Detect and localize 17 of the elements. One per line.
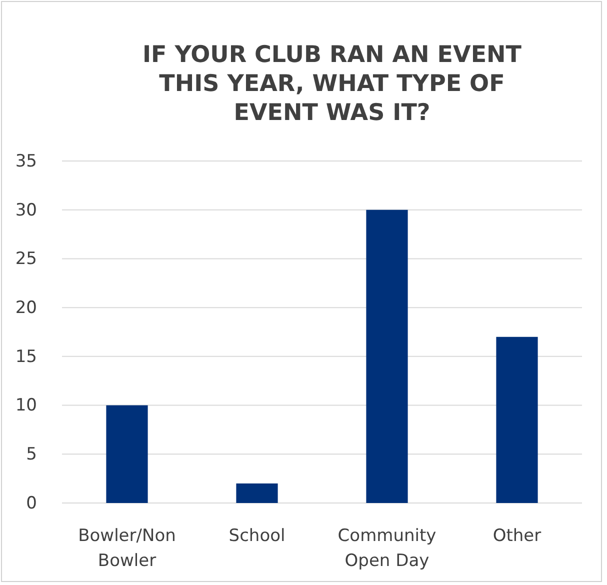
y-tick-label: 10 [15, 396, 37, 416]
y-tick-label: 25 [15, 249, 37, 270]
y-tick-label: 15 [15, 346, 37, 367]
chart-title: IF YOUR CLUB RAN AN EVENT THIS YEAR, WHAT TYPE OF EVENT WAS IT? [142, 42, 522, 126]
bar [496, 336, 538, 503]
x-tick-label: Community Open Day [338, 526, 436, 571]
bar [236, 483, 278, 503]
bar [106, 405, 148, 503]
x-tick-label: Other [492, 526, 542, 546]
y-tick-label: 5 [26, 444, 37, 465]
bar [366, 210, 408, 503]
x-tick-label: School [228, 526, 286, 546]
y-tick-label: 30 [15, 200, 37, 220]
y-tick-label: 0 [26, 493, 37, 514]
y-tick-label: 20 [15, 298, 37, 318]
y-tick-label: 35 [15, 151, 37, 172]
x-tick-label: Bowler/Non Bowler [78, 526, 176, 571]
